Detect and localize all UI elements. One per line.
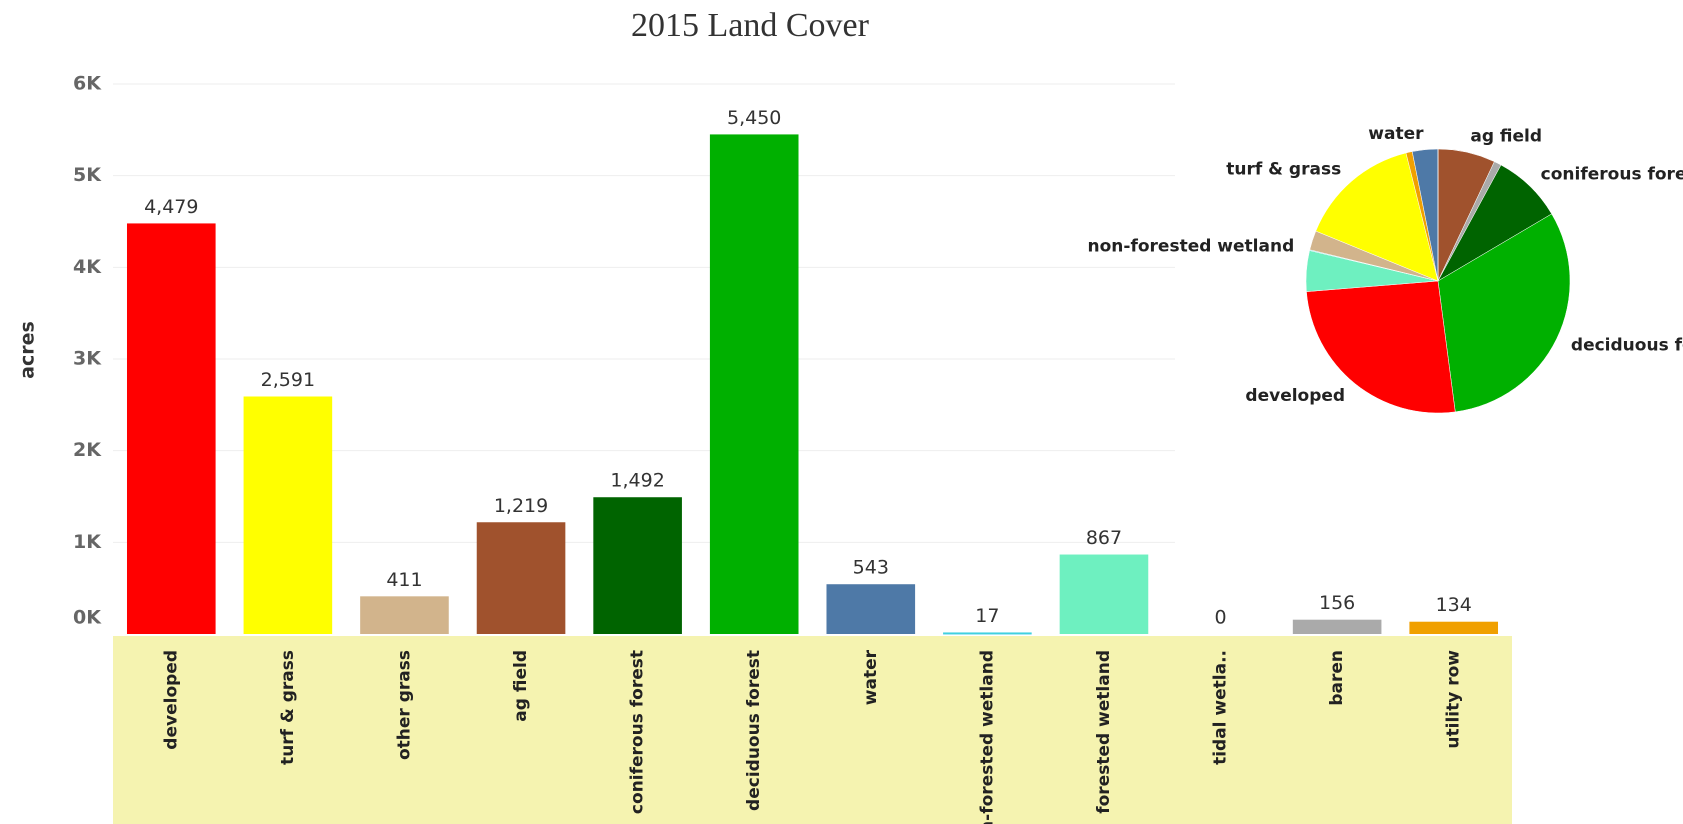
bar	[826, 584, 916, 634]
x-tick-label: tidal wetla..	[1211, 650, 1231, 765]
value-label: 0	[1214, 607, 1226, 629]
bar	[126, 223, 216, 635]
x-tick-label: deciduous forest	[744, 650, 764, 811]
y-tick-label: 1K	[73, 531, 102, 553]
chart-title: 2015 Land Cover	[631, 7, 870, 44]
y-tick-label: 6K	[73, 73, 102, 95]
value-label: 156	[1319, 592, 1355, 614]
pie-label: water	[1368, 124, 1424, 144]
pie-label: turf & grass	[1226, 159, 1341, 179]
pie-label: coniferous forest	[1541, 165, 1683, 185]
bar	[943, 632, 1032, 635]
value-label: 4,479	[144, 196, 198, 218]
y-tick-label: 2K	[73, 439, 102, 461]
y-tick-label: 3K	[73, 348, 102, 370]
bar	[1409, 621, 1499, 634]
bar	[243, 396, 333, 634]
bar	[1059, 554, 1149, 634]
y-axis-label: acres	[17, 321, 39, 379]
bar	[1292, 619, 1382, 634]
bar	[360, 596, 449, 634]
x-tick-label: non-forested wetland	[977, 650, 997, 824]
pie-label: ag field	[1470, 127, 1542, 147]
bar	[476, 522, 566, 634]
x-tick-label: utility row	[1444, 650, 1464, 749]
value-label: 543	[853, 557, 889, 579]
pie-slice	[1306, 280, 1456, 414]
category-band	[113, 636, 1512, 824]
x-tick-label: coniferous forest	[628, 650, 648, 814]
value-label: 17	[975, 605, 999, 627]
pie-label: deciduous forest	[1571, 336, 1683, 356]
y-tick-label: 4K	[73, 256, 102, 278]
x-tick-label: baren	[1327, 650, 1347, 706]
x-tick-label: turf & grass	[278, 650, 298, 765]
y-tick-label: 5K	[73, 164, 102, 186]
value-label: 411	[386, 569, 422, 591]
y-tick-label: 0K	[73, 607, 102, 629]
value-label: 1,219	[494, 495, 548, 517]
x-tick-label: developed	[161, 650, 181, 750]
x-tick-label: water	[861, 649, 881, 705]
pie-slice	[1437, 213, 1571, 413]
bar	[593, 497, 682, 634]
pie-label: developed	[1245, 386, 1345, 406]
value-label: 5,450	[727, 107, 781, 129]
pie-slice	[1315, 152, 1439, 282]
value-label: 1,492	[610, 470, 664, 492]
x-tick-label: forested wetland	[1094, 650, 1114, 814]
value-label: 867	[1086, 527, 1122, 549]
value-label: 2,591	[261, 369, 315, 391]
x-tick-label: other grass	[394, 650, 414, 760]
value-label: 134	[1436, 594, 1472, 616]
bar	[709, 134, 799, 634]
x-tick-label: ag field	[511, 650, 531, 722]
pie-label: non-forested wetland	[1088, 236, 1295, 256]
